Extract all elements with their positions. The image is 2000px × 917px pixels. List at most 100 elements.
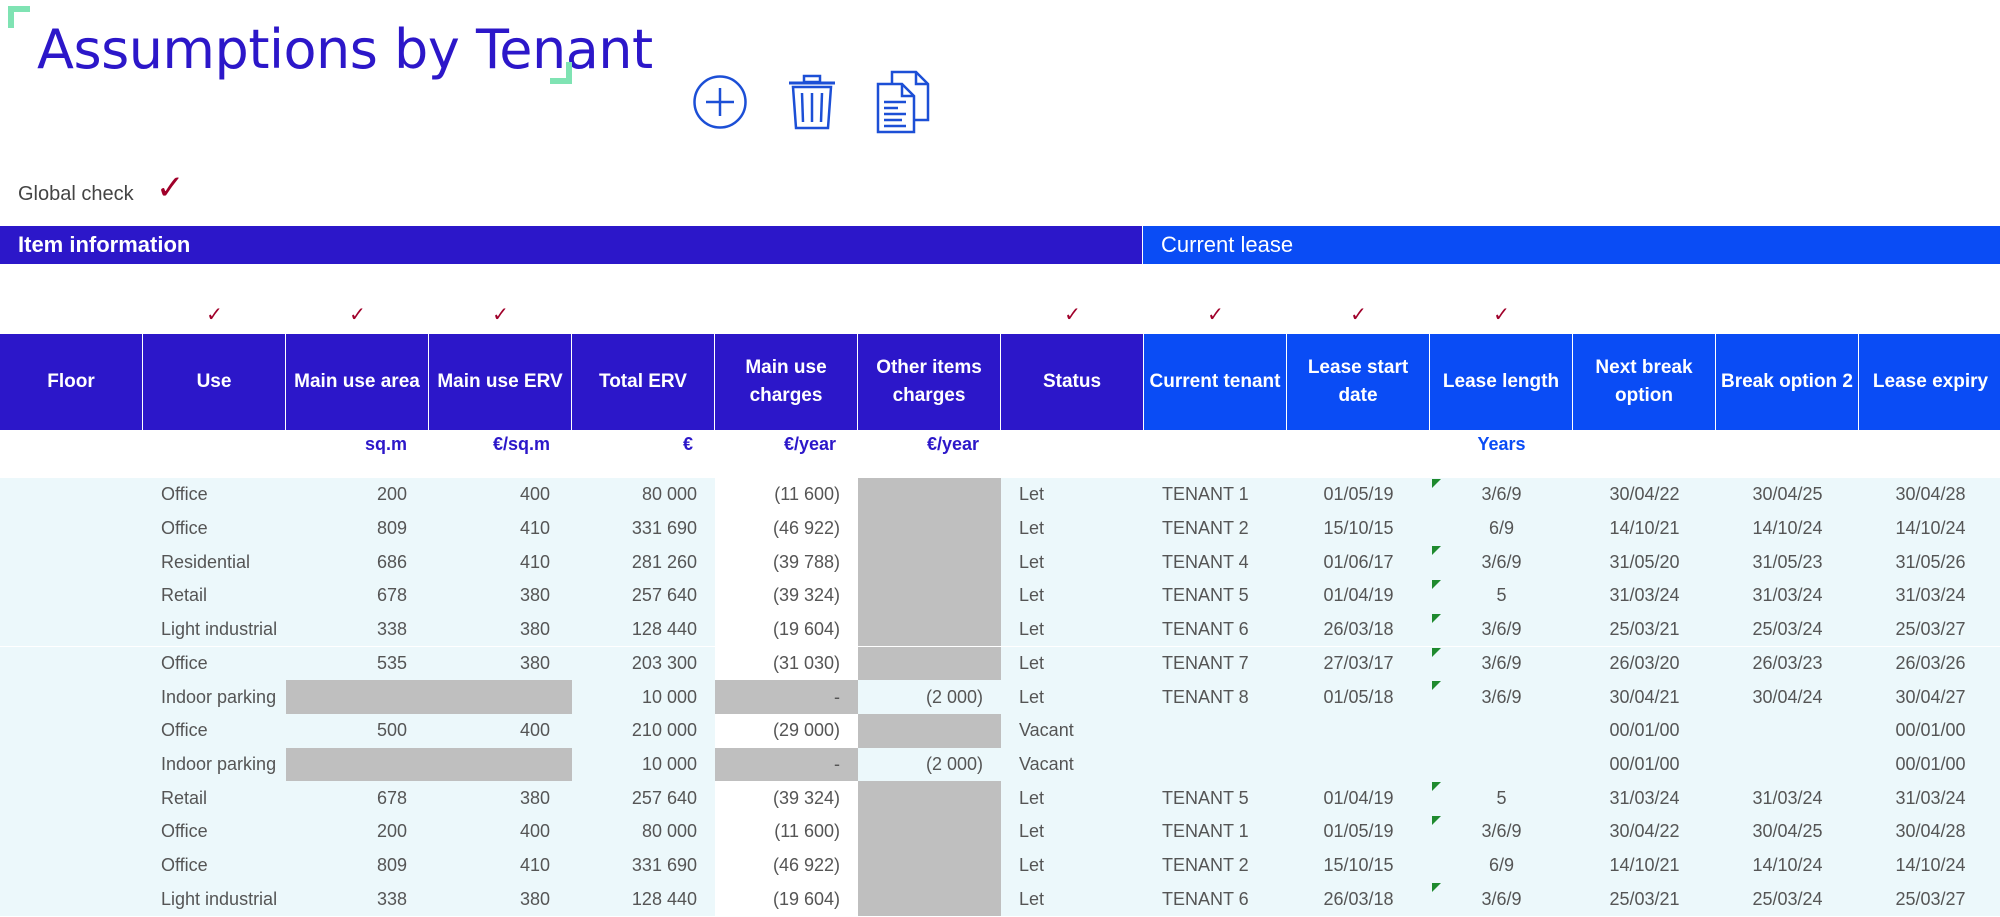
cell-lease-expiry[interactable]: 26/03/26 [1859, 646, 2000, 681]
cell-lease-length[interactable] [1430, 747, 1573, 782]
cell-erv[interactable]: 410 [429, 848, 572, 883]
cell-status[interactable]: Let [1001, 579, 1144, 613]
cell-floor[interactable] [0, 882, 143, 917]
cell-tenant[interactable]: TENANT 1 [1144, 815, 1287, 849]
cell-status[interactable]: Let [1001, 545, 1144, 580]
cell-tenant[interactable]: TENANT 2 [1144, 511, 1287, 546]
cell-tenant[interactable]: TENANT 4 [1144, 545, 1287, 580]
cell-area[interactable]: 678 [286, 579, 429, 613]
cell-lease-length[interactable] [1430, 713, 1573, 748]
cell-lease-length[interactable]: 3/6/9 [1430, 882, 1573, 917]
cell-other-charges[interactable] [858, 713, 1001, 748]
column-header-use[interactable]: Use [143, 334, 286, 430]
cell-lease-start[interactable]: 01/04/19 [1287, 781, 1430, 815]
cell-lease-expiry[interactable]: 00/01/00 [1859, 713, 2000, 748]
cell-lease-expiry[interactable]: 14/10/24 [1859, 511, 2000, 546]
cell-lease-length[interactable]: 5 [1430, 781, 1573, 815]
cell-lease-length[interactable]: 3/6/9 [1430, 612, 1573, 647]
cell-tenant[interactable]: TENANT 2 [1144, 848, 1287, 883]
column-header-total-erv[interactable]: Total ERV [572, 334, 715, 430]
cell-status[interactable]: Let [1001, 511, 1144, 546]
cell-floor[interactable] [0, 781, 143, 815]
cell-floor[interactable] [0, 680, 143, 714]
cell-tenant[interactable]: TENANT 5 [1144, 579, 1287, 613]
cell-lease-length[interactable]: 3/6/9 [1430, 545, 1573, 580]
cell-erv[interactable]: 380 [429, 882, 572, 917]
cell-tenant[interactable]: TENANT 6 [1144, 882, 1287, 917]
cell-charges[interactable]: (19 604) [715, 882, 858, 917]
cell-charges[interactable]: (19 604) [715, 612, 858, 647]
cell-lease-start[interactable] [1287, 747, 1430, 782]
cell-total-erv[interactable]: 128 440 [572, 882, 715, 917]
cell-total-erv[interactable]: 257 640 [572, 579, 715, 613]
cell-lease-expiry[interactable]: 31/03/24 [1859, 781, 2000, 815]
cell-area[interactable]: 678 [286, 781, 429, 815]
cell-use[interactable]: Indoor parking [143, 680, 286, 714]
cell-other-charges[interactable] [858, 511, 1001, 546]
cell-lease-start[interactable]: 15/10/15 [1287, 848, 1430, 883]
cell-break-option-2[interactable] [1716, 713, 1859, 748]
column-header-charges[interactable]: Main use charges [715, 334, 858, 430]
cell-status[interactable]: Let [1001, 815, 1144, 849]
delete-row-button[interactable] [787, 74, 837, 135]
cell-total-erv[interactable]: 10 000 [572, 747, 715, 782]
cell-other-charges[interactable] [858, 815, 1001, 849]
cell-lease-start[interactable]: 01/04/19 [1287, 579, 1430, 613]
column-header-lease-start[interactable]: Lease start date [1287, 334, 1430, 430]
cell-total-erv[interactable]: 331 690 [572, 848, 715, 883]
cell-break-option-2[interactable]: 30/04/24 [1716, 680, 1859, 714]
cell-use[interactable]: Office [143, 478, 286, 512]
column-header-lease-expiry[interactable]: Lease expiry [1859, 334, 2000, 430]
cell-break-option-2[interactable]: 14/10/24 [1716, 511, 1859, 546]
cell-area[interactable] [286, 747, 429, 782]
cell-charges[interactable]: (29 000) [715, 713, 858, 748]
copy-row-button[interactable] [876, 70, 932, 139]
cell-lease-length[interactable]: 6/9 [1430, 511, 1573, 546]
cell-tenant[interactable]: TENANT 7 [1144, 646, 1287, 681]
cell-break-option-2[interactable]: 30/04/25 [1716, 478, 1859, 512]
cell-use[interactable]: Office [143, 713, 286, 748]
cell-lease-expiry[interactable]: 14/10/24 [1859, 848, 2000, 883]
cell-lease-start[interactable]: 26/03/18 [1287, 612, 1430, 647]
cell-area[interactable]: 338 [286, 612, 429, 647]
cell-other-charges[interactable] [858, 579, 1001, 613]
cell-tenant[interactable]: TENANT 8 [1144, 680, 1287, 714]
cell-break-option-2[interactable]: 25/03/24 [1716, 882, 1859, 917]
cell-break-option-2[interactable]: 14/10/24 [1716, 848, 1859, 883]
cell-break-option-2[interactable]: 31/03/24 [1716, 781, 1859, 815]
cell-floor[interactable] [0, 511, 143, 546]
cell-other-charges[interactable] [858, 882, 1001, 917]
cell-use[interactable]: Light industrial [143, 612, 286, 647]
cell-lease-start[interactable]: 26/03/18 [1287, 882, 1430, 917]
cell-lease-length[interactable]: 3/6/9 [1430, 815, 1573, 849]
column-header-erv[interactable]: Main use ERV [429, 334, 572, 430]
cell-lease-expiry[interactable]: 25/03/27 [1859, 882, 2000, 917]
cell-erv[interactable] [429, 680, 572, 714]
cell-lease-length[interactable]: 3/6/9 [1430, 478, 1573, 512]
cell-lease-expiry[interactable]: 30/04/28 [1859, 478, 2000, 512]
cell-next-break[interactable]: 25/03/21 [1573, 882, 1716, 917]
column-header-status[interactable]: Status [1001, 334, 1144, 430]
cell-area[interactable] [286, 680, 429, 714]
cell-total-erv[interactable]: 210 000 [572, 713, 715, 748]
cell-next-break[interactable]: 31/03/24 [1573, 781, 1716, 815]
cell-lease-expiry[interactable]: 30/04/28 [1859, 815, 2000, 849]
cell-area[interactable]: 809 [286, 848, 429, 883]
cell-floor[interactable] [0, 579, 143, 613]
cell-status[interactable]: Vacant [1001, 747, 1144, 782]
cell-total-erv[interactable]: 331 690 [572, 511, 715, 546]
column-header-area[interactable]: Main use area [286, 334, 429, 430]
cell-erv[interactable]: 380 [429, 646, 572, 681]
cell-charges[interactable]: (31 030) [715, 646, 858, 681]
add-row-button[interactable] [692, 74, 748, 135]
cell-next-break[interactable]: 30/04/22 [1573, 815, 1716, 849]
cell-charges[interactable]: (39 324) [715, 579, 858, 613]
column-header-lease-length[interactable]: Lease length [1430, 334, 1573, 430]
cell-lease-expiry[interactable]: 30/04/27 [1859, 680, 2000, 714]
cell-break-option-2[interactable]: 31/03/24 [1716, 579, 1859, 613]
cell-status[interactable]: Let [1001, 612, 1144, 647]
cell-status[interactable]: Let [1001, 848, 1144, 883]
cell-charges[interactable]: (39 324) [715, 781, 858, 815]
cell-charges[interactable]: - [715, 680, 858, 714]
cell-use[interactable]: Office [143, 646, 286, 681]
